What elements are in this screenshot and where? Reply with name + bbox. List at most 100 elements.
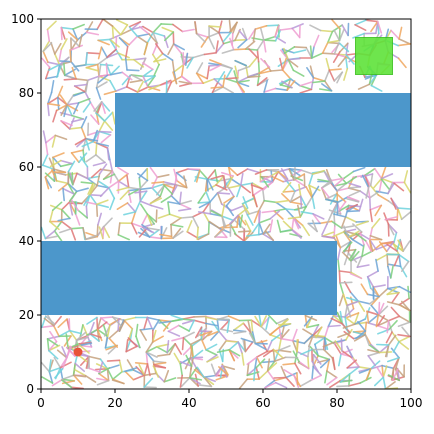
tree-edge bbox=[397, 239, 405, 252]
tree-edge bbox=[246, 356, 258, 366]
tree-edge bbox=[153, 361, 167, 366]
tree-edge bbox=[334, 340, 343, 352]
tree-edge bbox=[337, 246, 342, 261]
tree-edge bbox=[124, 370, 135, 381]
tree-edge bbox=[67, 172, 74, 186]
tree-edge bbox=[115, 19, 129, 26]
start-marker bbox=[73, 347, 83, 357]
tree-edge bbox=[256, 49, 260, 63]
tree-edge bbox=[167, 330, 181, 337]
tree-edge bbox=[195, 62, 204, 75]
tree-edge bbox=[368, 197, 372, 211]
tree-edge bbox=[60, 120, 73, 127]
tree-edge bbox=[390, 306, 401, 318]
tree-edge bbox=[106, 359, 121, 362]
tree-edge bbox=[85, 21, 94, 34]
tree-edge bbox=[366, 270, 379, 278]
tree-edge bbox=[260, 315, 268, 328]
tree-edge bbox=[323, 69, 331, 82]
tree-edge bbox=[193, 315, 207, 318]
tree-edge bbox=[46, 102, 61, 107]
tree-edge bbox=[205, 343, 218, 351]
tree-edge bbox=[313, 34, 320, 48]
tree-edge bbox=[89, 183, 96, 196]
tree-edge bbox=[209, 59, 222, 65]
tree-edge bbox=[365, 185, 370, 199]
tree-edge bbox=[46, 20, 57, 31]
tree-edge bbox=[216, 318, 220, 333]
tree-edge bbox=[390, 197, 397, 210]
tree-edge bbox=[116, 186, 130, 192]
tree-edge bbox=[322, 341, 336, 348]
tree-edge bbox=[358, 198, 364, 212]
tree-edge bbox=[278, 78, 292, 85]
tree-edge bbox=[69, 190, 78, 202]
tree-edge bbox=[176, 180, 188, 189]
tree-edge bbox=[117, 166, 129, 175]
tree-edge bbox=[71, 118, 85, 123]
tree-edge bbox=[397, 43, 411, 47]
tree-edge bbox=[156, 174, 170, 178]
tree-edge bbox=[115, 86, 128, 92]
tree-edge bbox=[181, 28, 195, 33]
tree-edge bbox=[296, 372, 299, 386]
tree-edge bbox=[364, 333, 371, 347]
tree-edge bbox=[92, 129, 98, 143]
tree-edge bbox=[367, 351, 381, 357]
tree-edge bbox=[336, 385, 350, 388]
tree-edge bbox=[115, 48, 123, 61]
tree-edge bbox=[260, 176, 274, 183]
tree-edge bbox=[207, 330, 220, 337]
tree-edge bbox=[123, 316, 137, 322]
tree-edge bbox=[398, 253, 410, 263]
tree-edge bbox=[98, 120, 106, 133]
tree-edge bbox=[66, 102, 80, 106]
tree-edge bbox=[140, 227, 151, 238]
tree-edge bbox=[299, 85, 313, 91]
tree-edge bbox=[342, 293, 348, 307]
tree-edge bbox=[305, 186, 313, 199]
tree-edge bbox=[376, 314, 386, 327]
tree-edge bbox=[51, 169, 58, 182]
tree-edge bbox=[98, 130, 112, 133]
tree-edge bbox=[167, 43, 175, 56]
tree-edge bbox=[135, 323, 139, 338]
tree-edge bbox=[384, 381, 396, 389]
tree-edge bbox=[112, 370, 123, 381]
tree-edge bbox=[339, 282, 345, 296]
tree-edge bbox=[260, 325, 271, 336]
tree-edge bbox=[151, 183, 165, 189]
tree-edge bbox=[353, 334, 366, 342]
tree-edge bbox=[52, 152, 65, 159]
tree-edge bbox=[328, 68, 342, 71]
tree-edge bbox=[194, 21, 198, 35]
tree-edge bbox=[72, 374, 87, 378]
tree-edge bbox=[228, 184, 242, 189]
tree-edge bbox=[97, 39, 110, 46]
tree-edge bbox=[373, 167, 383, 180]
tree-edge bbox=[229, 21, 238, 33]
tree-edge bbox=[361, 243, 365, 258]
tree-edge bbox=[386, 253, 389, 268]
tree-edge bbox=[324, 370, 328, 384]
tree-edge bbox=[246, 371, 260, 377]
tree-edge bbox=[230, 205, 244, 212]
tree-edge bbox=[271, 175, 284, 183]
tree-edge bbox=[260, 176, 270, 188]
tree-edge bbox=[336, 311, 343, 325]
tree-edge bbox=[291, 229, 302, 239]
tree-edge bbox=[48, 63, 61, 71]
tree-edge bbox=[141, 213, 149, 226]
tree-edge bbox=[275, 201, 287, 210]
tree-edge bbox=[88, 355, 102, 361]
tree-edge bbox=[310, 52, 324, 59]
tree-edge bbox=[329, 380, 341, 389]
tree-edge bbox=[46, 338, 50, 352]
tree-edge bbox=[148, 33, 158, 44]
tree-edge bbox=[265, 316, 270, 330]
tree-edge bbox=[89, 101, 98, 114]
tree-edge bbox=[375, 20, 379, 35]
tree-edge bbox=[60, 38, 68, 51]
tree-edge bbox=[369, 234, 383, 241]
tree-edge bbox=[117, 234, 130, 241]
